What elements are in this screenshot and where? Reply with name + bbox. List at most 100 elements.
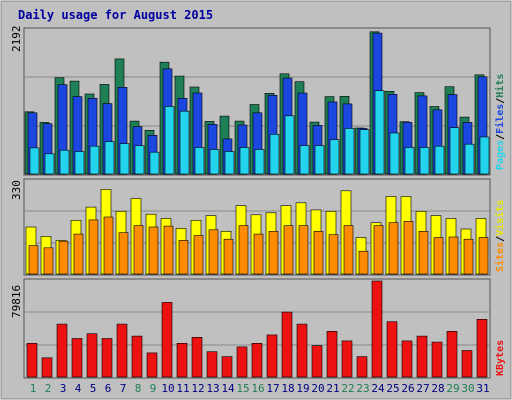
visits-panel-max-label: 330 bbox=[10, 180, 23, 200]
bar-sites-day-3 bbox=[58, 240, 69, 275]
bar-sites-day-27 bbox=[418, 231, 429, 275]
day-label-1: 1 bbox=[30, 382, 37, 395]
day-label-3: 3 bbox=[60, 382, 67, 395]
bar-pages-day-6 bbox=[104, 141, 115, 175]
bar-sites-day-16 bbox=[253, 233, 264, 275]
svg-text:Sites/Visits: Sites/Visits bbox=[494, 200, 506, 272]
bar-kbytes-day-6 bbox=[101, 338, 113, 378]
bar-sites-day-15 bbox=[238, 225, 249, 275]
bar-pages-day-23 bbox=[359, 129, 370, 175]
day-label-13: 13 bbox=[206, 382, 219, 395]
bar-sites-day-19 bbox=[298, 225, 309, 275]
bar-kbytes-day-21 bbox=[326, 330, 338, 378]
visits-panel-legend: Sites/Visits bbox=[494, 200, 506, 272]
bar-kbytes-day-26 bbox=[401, 340, 413, 378]
bar-kbytes-day-16 bbox=[251, 342, 263, 378]
legend-visits: Visits bbox=[494, 200, 506, 236]
legend-separator: / bbox=[495, 134, 506, 140]
day-label-11: 11 bbox=[176, 382, 189, 395]
bar-sites-day-23 bbox=[358, 250, 369, 275]
bar-sites-day-18 bbox=[283, 225, 294, 275]
bar-kbytes-day-2 bbox=[41, 357, 53, 378]
bar-sites-day-30 bbox=[463, 238, 474, 275]
bar-kbytes-day-20 bbox=[311, 345, 323, 378]
bar-pages-day-8 bbox=[134, 145, 145, 175]
bar-pages-day-5 bbox=[89, 145, 100, 175]
day-label-26: 26 bbox=[401, 382, 414, 395]
bar-sites-day-8 bbox=[133, 225, 144, 275]
bar-sites-day-2 bbox=[43, 247, 54, 275]
bar-pages-day-29 bbox=[449, 127, 460, 175]
bar-pages-day-21 bbox=[329, 139, 340, 175]
day-label-28: 28 bbox=[431, 382, 444, 395]
day-label-25: 25 bbox=[386, 382, 399, 395]
bar-kbytes-day-29 bbox=[446, 330, 458, 378]
bar-kbytes-day-7 bbox=[116, 323, 128, 378]
bar-kbytes-day-3 bbox=[56, 323, 68, 378]
day-label-5: 5 bbox=[90, 382, 97, 395]
bar-pages-day-18 bbox=[284, 115, 295, 175]
bar-pages-day-25 bbox=[389, 132, 400, 175]
legend-files: Files bbox=[494, 104, 506, 134]
bar-pages-day-1 bbox=[29, 147, 40, 175]
bar-kbytes-day-1 bbox=[26, 342, 38, 378]
bar-kbytes-day-27 bbox=[416, 335, 428, 378]
bar-pages-day-24 bbox=[374, 90, 385, 175]
bar-pages-day-27 bbox=[419, 147, 430, 175]
day-label-20: 20 bbox=[311, 382, 324, 395]
bar-sites-day-13 bbox=[208, 229, 219, 275]
bar-kbytes-day-8 bbox=[131, 335, 143, 378]
day-label-27: 27 bbox=[416, 382, 429, 395]
bar-sites-day-28 bbox=[433, 237, 444, 275]
bar-pages-day-12 bbox=[194, 147, 205, 175]
day-label-19: 19 bbox=[296, 382, 309, 395]
day-label-12: 12 bbox=[191, 382, 204, 395]
visits-sites-panel: 330 Sites/Visits bbox=[10, 178, 506, 276]
bar-kbytes-day-19 bbox=[296, 323, 308, 378]
bar-sites-day-14 bbox=[223, 238, 234, 275]
bar-kbytes-day-15 bbox=[236, 346, 248, 378]
bar-kbytes-day-11 bbox=[176, 342, 188, 378]
bar-pages-day-13 bbox=[209, 149, 220, 175]
bar-kbytes-day-13 bbox=[206, 351, 218, 378]
bar-pages-day-19 bbox=[299, 145, 310, 175]
bar-sites-day-6 bbox=[103, 216, 114, 275]
day-label-23: 23 bbox=[356, 382, 369, 395]
bar-sites-day-10 bbox=[163, 225, 174, 275]
bar-sites-day-7 bbox=[118, 232, 129, 275]
bar-pages-day-15 bbox=[239, 147, 250, 175]
legend-sites: Sites bbox=[494, 242, 506, 272]
hits-panel-legend: Pages/Files/Hits bbox=[494, 74, 506, 170]
bar-sites-day-31 bbox=[478, 237, 489, 275]
bar-kbytes-day-9 bbox=[146, 352, 158, 378]
bar-sites-day-24 bbox=[373, 225, 384, 275]
legend-separator: / bbox=[495, 236, 506, 242]
bar-pages-day-11 bbox=[179, 110, 190, 175]
bar-sites-day-1 bbox=[28, 245, 39, 275]
kbytes-panel-max-label: 79816 bbox=[10, 285, 23, 318]
bar-sites-day-21 bbox=[328, 234, 339, 275]
day-label-31: 31 bbox=[476, 382, 489, 395]
day-label-4: 4 bbox=[75, 382, 82, 395]
bar-kbytes-day-25 bbox=[386, 321, 398, 378]
bar-pages-day-17 bbox=[269, 134, 280, 175]
kbytes-panel: 79816 KBytes bbox=[10, 278, 506, 379]
day-label-14: 14 bbox=[221, 382, 235, 395]
bar-pages-day-3 bbox=[59, 149, 70, 175]
day-label-6: 6 bbox=[105, 382, 112, 395]
bar-kbytes-day-28 bbox=[431, 341, 443, 378]
bar-pages-day-9 bbox=[149, 151, 160, 175]
day-label-9: 9 bbox=[150, 382, 157, 395]
bar-sites-day-17 bbox=[268, 231, 279, 275]
bar-sites-day-20 bbox=[313, 231, 324, 275]
bar-kbytes-day-23 bbox=[356, 356, 368, 378]
bar-kbytes-day-31 bbox=[476, 318, 488, 378]
legend-pages: Pages bbox=[495, 140, 506, 170]
bar-sites-day-4 bbox=[73, 233, 84, 275]
day-label-10: 10 bbox=[161, 382, 174, 395]
svg-text:Pages/Files/Hits: Pages/Files/Hits bbox=[494, 74, 506, 170]
day-label-29: 29 bbox=[446, 382, 459, 395]
bar-sites-day-29 bbox=[448, 236, 459, 275]
bar-pages-day-20 bbox=[314, 145, 325, 175]
